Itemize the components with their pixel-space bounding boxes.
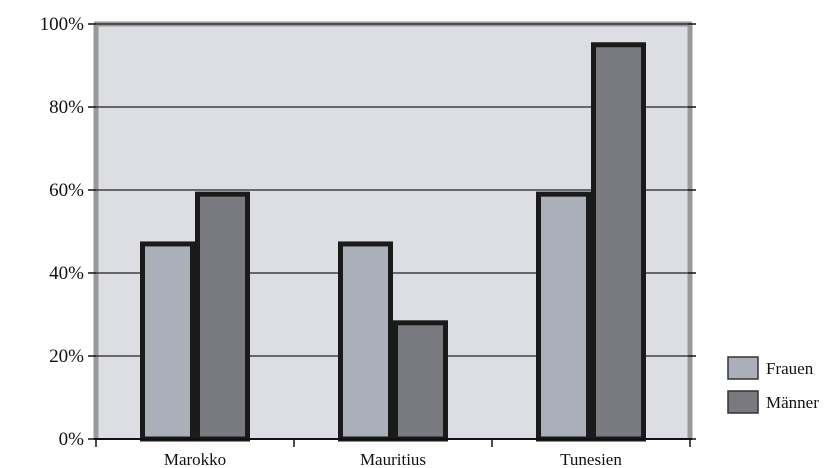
y-tick-label: 0%: [59, 429, 85, 450]
bar-frauen-tunesien: [536, 191, 591, 442]
y-tick-label: 20%: [49, 346, 84, 367]
bar-maenner-tunesien: [591, 42, 646, 442]
legend-label-frauen: Frauen: [766, 359, 814, 378]
x-category-label: Marokko: [164, 450, 226, 468]
bar-frauen-mauritius: [338, 241, 393, 442]
bar-maenner-mauritius: [393, 320, 448, 442]
x-category-label: Tunesien: [560, 450, 622, 468]
legend-swatch-frauen: [727, 356, 759, 380]
bar-maenner-marokko: [195, 191, 250, 442]
y-tick-label: 100%: [40, 14, 85, 35]
bar-frauen-marokko: [140, 241, 195, 442]
x-category-label: Mauritius: [360, 450, 426, 468]
y-tick-label: 60%: [49, 180, 84, 201]
legend-swatch-maenner: [727, 390, 759, 414]
legend-label-maenner: Männer: [766, 393, 819, 412]
y-tick-label: 80%: [49, 97, 84, 118]
y-tick-label: 40%: [49, 263, 84, 284]
